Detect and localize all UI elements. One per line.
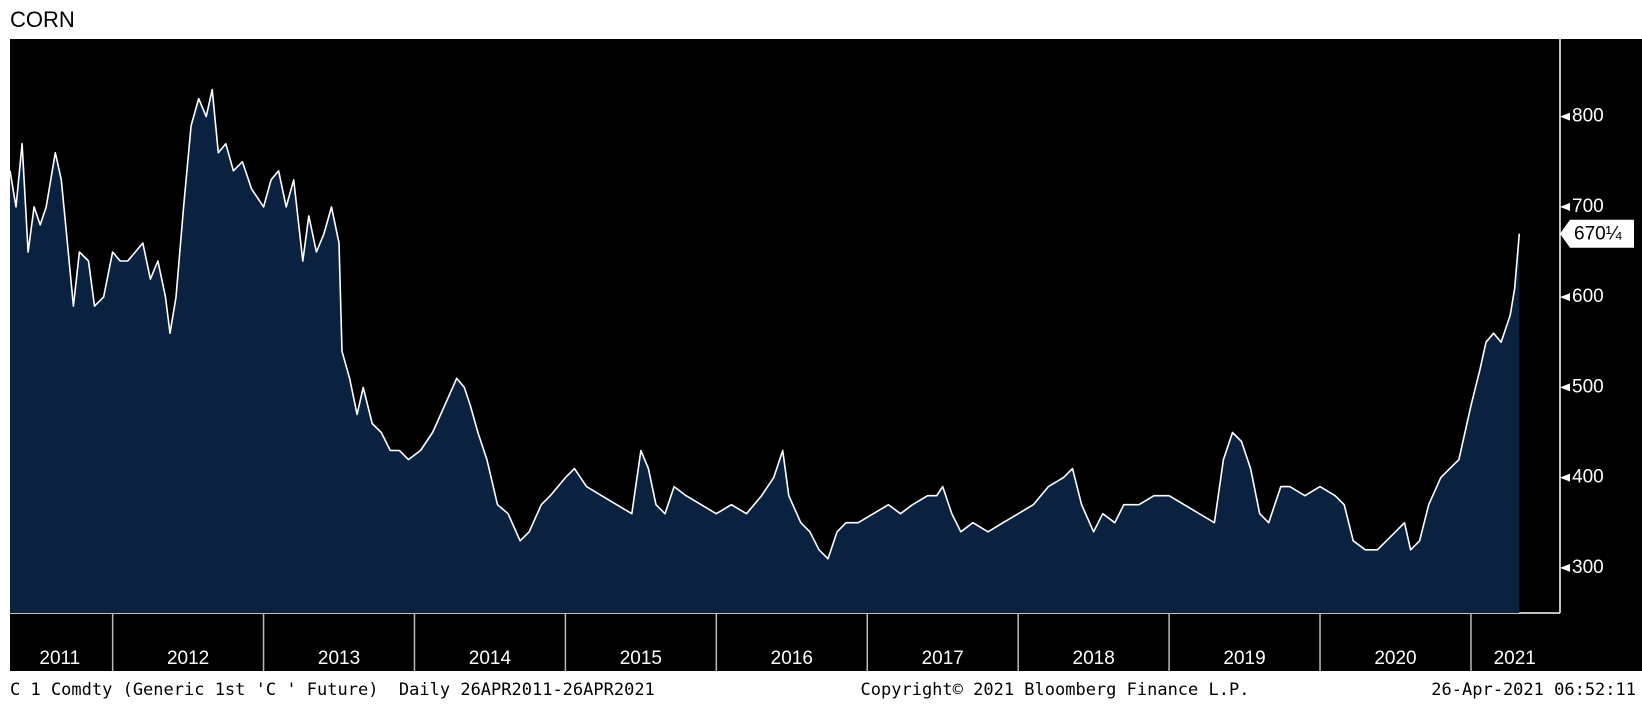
- x-tick-label: 2014: [469, 648, 512, 669]
- y-tick: [1560, 383, 1570, 392]
- price-line: [9, 88, 1521, 560]
- x-tick-label: 2017: [922, 648, 964, 669]
- y-tick-label: 700: [1572, 196, 1604, 217]
- footer-left: C 1 Comdty (Generic 1st 'C ' Future) Dai…: [10, 680, 655, 700]
- footer-center: Copyright© 2021 Bloomberg Finance L.P.: [861, 680, 1250, 700]
- y-tick: [1560, 563, 1570, 572]
- chart-title: CORN: [10, 7, 75, 32]
- y-tick: [1560, 112, 1570, 121]
- y-tick: [1560, 293, 1570, 302]
- x-tick-label: 2016: [771, 648, 813, 669]
- x-tick-label: 2011: [39, 648, 80, 669]
- last-value-label: 670¼: [1574, 224, 1623, 245]
- last-value-tag: [1560, 219, 1634, 248]
- x-tick-label: 2020: [1374, 648, 1416, 669]
- x-tick-label: 2021: [1494, 648, 1536, 669]
- x-tick-label: 2018: [1073, 648, 1115, 669]
- y-tick-label: 800: [1572, 106, 1604, 127]
- y-tick-label: 400: [1572, 467, 1604, 488]
- area-fill: [10, 89, 1520, 613]
- y-tick-label: 500: [1572, 376, 1604, 397]
- footer-right: 26-Apr-2021 06:52:11: [1431, 680, 1636, 700]
- x-tick-label: 2013: [318, 648, 360, 669]
- y-tick-label: 300: [1572, 557, 1604, 578]
- y-tick-label: 600: [1572, 286, 1604, 307]
- x-tick-label: 2019: [1223, 648, 1265, 669]
- x-tick-label: 2015: [620, 648, 662, 669]
- y-tick: [1560, 202, 1570, 211]
- y-tick: [1560, 473, 1570, 482]
- x-tick-label: 2012: [167, 648, 209, 669]
